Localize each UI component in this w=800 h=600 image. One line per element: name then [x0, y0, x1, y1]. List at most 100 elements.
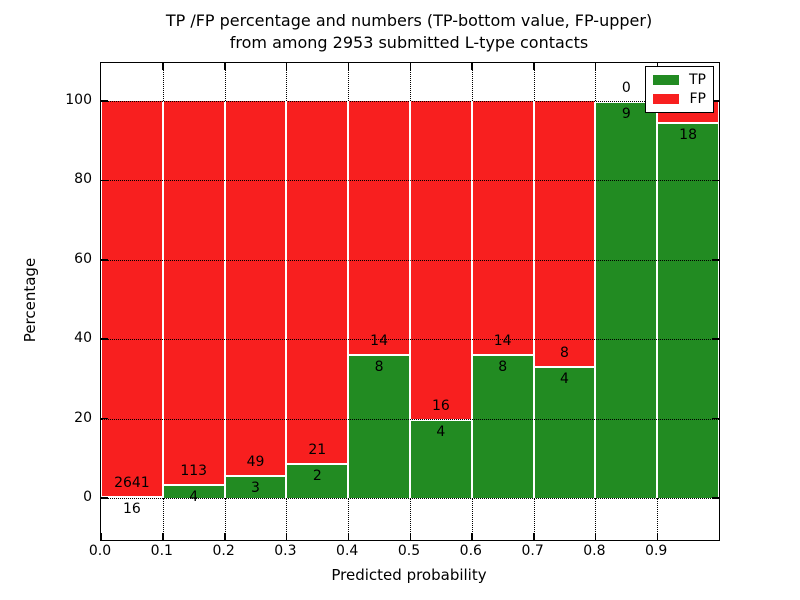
grid-line-vertical: [286, 498, 288, 540]
x-tick: [409, 533, 411, 540]
bar-fp-count-label: 2641: [114, 474, 150, 491]
y-tick: [101, 100, 108, 102]
x-tick-label: 0.6: [459, 543, 482, 559]
x-tick: [594, 63, 597, 70]
chart-title-line1: TP /FP percentage and numbers (TP-bottom…: [165, 11, 653, 30]
grid-line-vertical: [657, 498, 659, 540]
x-tick: [594, 533, 597, 540]
x-tick: [285, 533, 288, 540]
legend-item: FP: [653, 90, 706, 108]
grid-line-vertical: [533, 498, 535, 540]
bar-fp-count-label: 16: [431, 397, 450, 414]
bar-tp-segment: [225, 475, 286, 498]
y-tick: [712, 497, 719, 499]
grid-line-vertical: [224, 498, 226, 540]
x-tick: [162, 533, 164, 540]
bar-tp-segment: [472, 353, 533, 498]
bar-tp-segment: [102, 495, 162, 498]
y-tick: [101, 179, 108, 182]
bar-fp-count-label: 0: [621, 80, 631, 96]
grid-line-vertical: [410, 498, 411, 540]
bar-tp-segment: [349, 353, 409, 498]
y-tick-label: 40: [74, 330, 92, 347]
bar-fp-segment: [225, 101, 286, 476]
grid-line-vertical: [286, 63, 288, 101]
x-tick: [471, 533, 473, 540]
grid-line-vertical: [657, 101, 659, 498]
x-tick: [224, 63, 226, 70]
bar-fp-count-label: 14: [493, 332, 512, 349]
bar-tp-count-label: 4: [560, 370, 569, 387]
bar-fp-count-label: 14: [370, 332, 389, 349]
y-axis-title: Percentage: [21, 257, 39, 343]
legend-label: FP: [689, 91, 707, 108]
bar-tp-count-label: 18: [679, 126, 698, 143]
grid-line-vertical: [162, 63, 164, 101]
bar-fp-count-label: 8: [560, 344, 569, 361]
bar-tp-segment: [287, 463, 348, 498]
x-tick-label: 0.0: [88, 543, 112, 559]
y-tick: [101, 417, 108, 420]
x-tick-label: 0.4: [336, 543, 359, 559]
grid-line-vertical: [595, 63, 597, 101]
bar-fp-segment: [349, 101, 409, 354]
grid-line-vertical: [410, 63, 411, 101]
grid-line-vertical: [162, 498, 164, 540]
bar-tp-count-label: 4: [189, 489, 199, 506]
grid-line-vertical: [224, 63, 226, 101]
bar-tp-segment: [658, 121, 718, 498]
plot-area: 2641 16 113 4 49 3 21 2 14 8 16 4 14 8 8 4 0 9 18: [100, 62, 720, 541]
bar-tp-count-label: 4: [436, 423, 446, 440]
bar-tp-count-label: 3: [251, 480, 260, 497]
x-tick: [347, 533, 350, 540]
bar-fp-segment: [472, 101, 533, 354]
bar-fp-segment: [287, 101, 348, 464]
x-tick-label: 0.3: [274, 543, 297, 559]
x-tick: [285, 63, 288, 70]
bar-fp-segment: [534, 101, 595, 366]
bar-fp-segment: [163, 101, 224, 485]
x-tick: [533, 63, 535, 70]
bar-fp-count-label: 113: [180, 463, 208, 480]
x-axis-title: Predicted probability: [331, 566, 487, 584]
grid-line-vertical: [471, 101, 473, 498]
legend-swatch-tp: [653, 74, 679, 85]
y-tick: [712, 417, 719, 420]
x-tick: [656, 533, 659, 540]
chart-title-line2: from among 2953 submitted L-type contact…: [229, 33, 589, 52]
legend: TP FP: [645, 66, 714, 113]
x-tick-label: 0.9: [645, 543, 668, 559]
y-tick: [712, 338, 719, 340]
grid-line-vertical: [410, 101, 411, 498]
x-tick: [347, 63, 350, 70]
grid-line-vertical: [595, 101, 597, 498]
grid-line-vertical: [224, 101, 226, 498]
y-tick-label: 100: [65, 92, 92, 108]
y-tick: [101, 338, 108, 340]
x-tick: [100, 533, 102, 540]
y-tick: [101, 497, 108, 499]
bar-tp-count-label: 16: [122, 500, 141, 517]
bar-fp-count-label: 21: [308, 442, 327, 459]
y-tick-label: 0: [83, 489, 92, 505]
bar-fp-count-label: 49: [246, 454, 265, 471]
chart-title: TP /FP percentage and numbers (TP-bottom…: [100, 10, 718, 54]
legend-item: TP: [653, 71, 706, 89]
legend-swatch-fp: [653, 94, 679, 105]
x-tick-label: 0.1: [150, 543, 173, 559]
bar-tp-segment: [596, 101, 657, 498]
x-tick-label: 0.5: [397, 543, 421, 559]
x-tick-label: 0.2: [212, 543, 235, 559]
grid-line-vertical: [348, 498, 350, 540]
legend-label: TP: [689, 71, 706, 88]
x-tick: [409, 63, 411, 70]
x-tick-label: 0.7: [521, 543, 544, 559]
grid-line-vertical: [471, 63, 473, 101]
bar-tp-segment: [534, 365, 595, 498]
bar-tp-count-label: 9: [621, 106, 631, 122]
y-tick: [712, 259, 719, 261]
bar-tp-count-label: 8: [374, 358, 384, 375]
grid-line-vertical: [471, 498, 473, 540]
bar-tp-count-label: 8: [498, 358, 508, 375]
